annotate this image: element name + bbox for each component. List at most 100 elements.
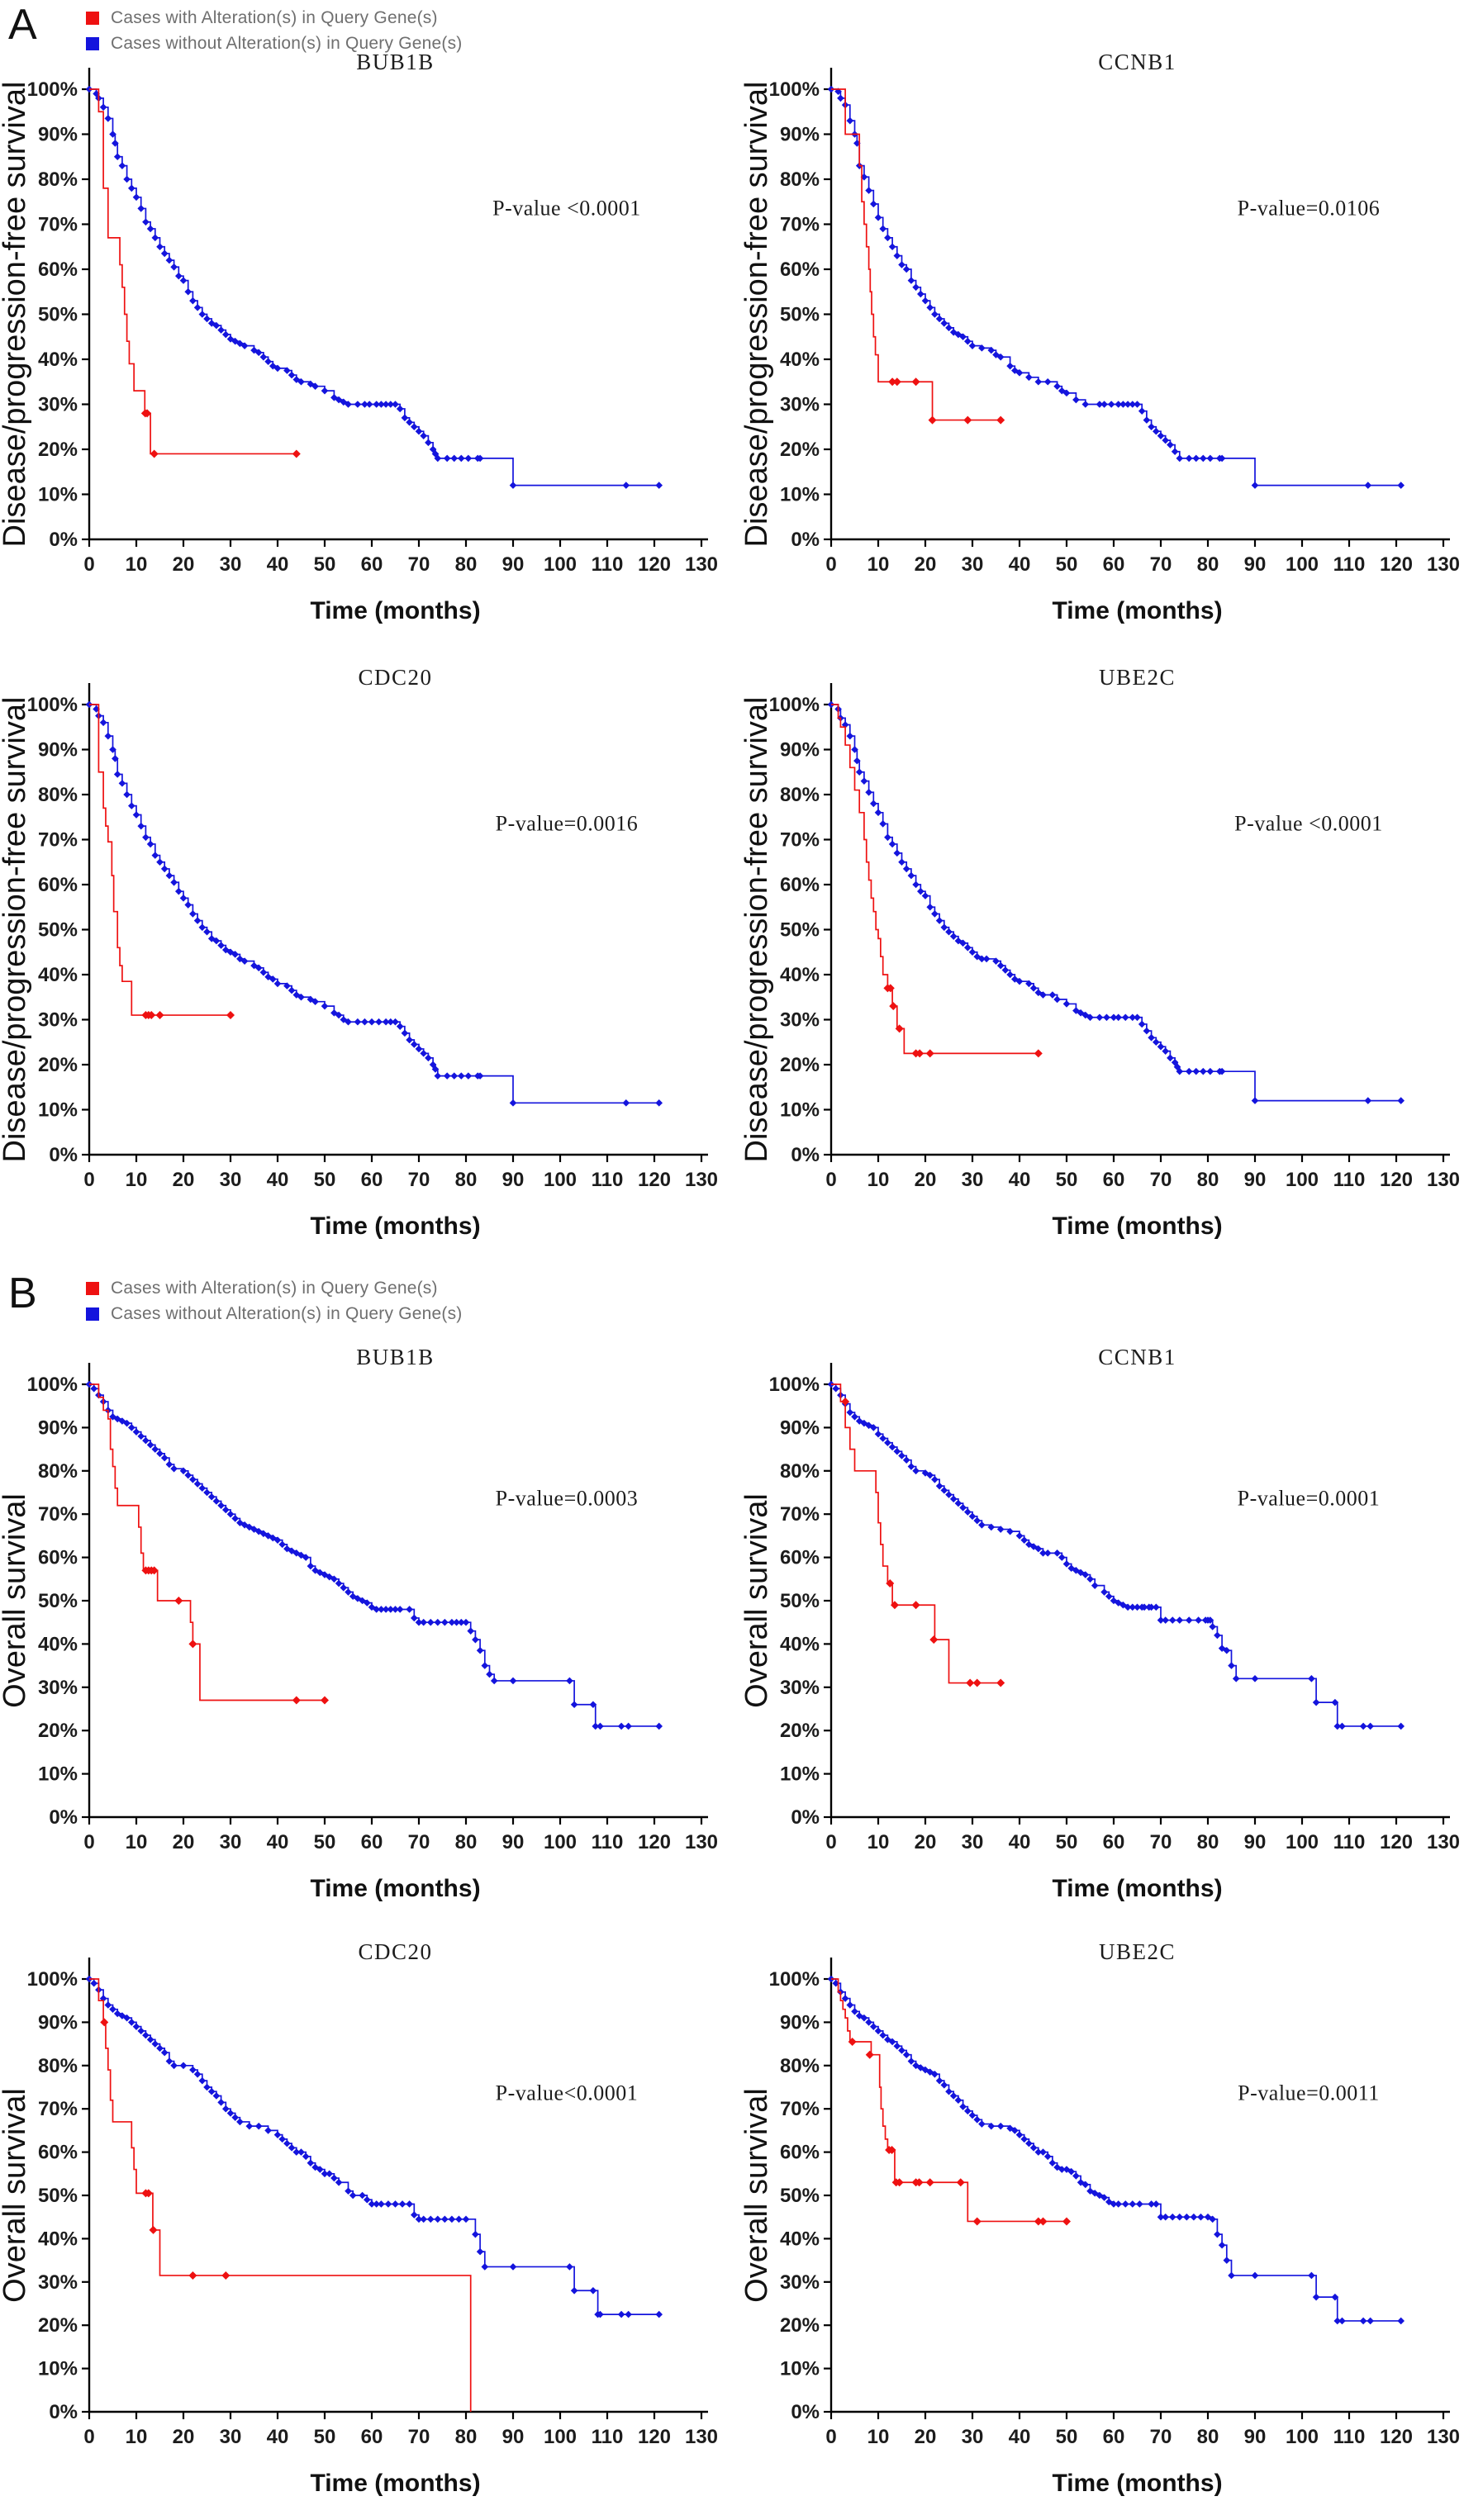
x-tick-label: 50	[1056, 2426, 1078, 2448]
y-tick-label: 90%	[780, 2011, 820, 2034]
axes: 0 10 20 30 40 50 60 70 80 90 100 110 120 130 0% 10% 20% 3…	[769, 683, 1460, 1191]
censor-marks	[883, 984, 1043, 1058]
x-tick-label: 20	[173, 1169, 195, 1191]
chart-title: BUB1B	[356, 50, 435, 74]
without-alteration-series	[85, 700, 663, 1107]
x-axis-label: Time (months)	[310, 1213, 480, 1240]
y-tick-label: 80%	[780, 168, 820, 191]
x-tick-label: 100	[1286, 1831, 1319, 1853]
x-tick-label: 70	[1150, 1169, 1172, 1191]
y-tick-label: 70%	[780, 829, 820, 852]
x-tick-label: 90	[1244, 2426, 1267, 2448]
x-axis-label: Time (months)	[310, 2470, 480, 2497]
legend-item-without-alteration: Cases without Alteration(s) in Query Gen…	[86, 1304, 462, 1324]
x-tick-label: 60	[1103, 2426, 1125, 2448]
y-tick-label: 60%	[38, 874, 78, 896]
x-tick-label: 80	[455, 2426, 478, 2448]
x-axis-label: Time (months)	[310, 1875, 480, 1902]
survival-step-line	[89, 1383, 659, 1727]
x-tick-label: 110	[592, 1169, 624, 1191]
x-tick-label: 120	[1380, 1831, 1413, 1853]
chart-title: CCNB1	[1098, 1345, 1176, 1369]
x-tick-label: 110	[1333, 1169, 1366, 1191]
x-tick-label: 100	[1286, 553, 1319, 576]
x-tick-label: 40	[1009, 2426, 1031, 2448]
survival-step-line	[831, 1383, 1001, 1684]
y-tick-label: 60%	[780, 2142, 820, 2164]
censor-marks	[85, 1380, 663, 1730]
y-tick-label: 0%	[49, 1144, 78, 1166]
x-tick-label: 10	[867, 1831, 890, 1853]
km-chart-svg-B-CDC20: 0 10 20 30 40 50 60 70 80 90 100 110 120 130 0% 10% 20% 3…	[0, 1939, 718, 2497]
survival-step-line	[831, 1978, 1067, 2223]
x-tick-label: 130	[1427, 553, 1460, 576]
without-alteration-series	[85, 1380, 663, 1730]
x-tick-label: 30	[962, 553, 984, 576]
without-alteration-series	[85, 1975, 663, 2318]
x-tick-label: 0	[83, 2426, 94, 2448]
y-tick-label: 20%	[780, 2314, 820, 2337]
y-tick-label: 60%	[780, 259, 820, 281]
y-tick-label: 80%	[38, 2055, 78, 2077]
x-tick-label: 70	[1150, 553, 1172, 576]
y-tick-label: 10%	[38, 484, 78, 506]
chart-title: CCNB1	[1098, 50, 1176, 74]
y-tick-label: 100%	[27, 1374, 78, 1396]
x-tick-label: 20	[915, 553, 937, 576]
y-tick-label: 100%	[27, 1968, 78, 1991]
km-plot-bub1b-dpfs: 0 10 20 30 40 50 60 70 80 90 100 110 120 130 0% 10% 20% 3…	[0, 33, 741, 648]
x-tick-label: 10	[126, 1169, 148, 1191]
chart-title: BUB1B	[356, 1345, 435, 1369]
legend-item-without-alteration: Cases without Alteration(s) in Query Gen…	[86, 34, 462, 54]
x-tick-label: 40	[1009, 553, 1031, 576]
x-tick-label: 0	[825, 553, 836, 576]
x-tick-label: 0	[825, 1169, 836, 1191]
legend-label: Cases with Alteration(s) in Query Gene(s…	[111, 8, 438, 27]
y-tick-label: 50%	[38, 304, 78, 326]
legend-label: Cases with Alteration(s) in Query Gene(s…	[111, 1279, 438, 1298]
x-tick-label: 60	[1103, 1831, 1125, 1853]
x-tick-label: 90	[1244, 553, 1267, 576]
y-axis-label: Overall survival	[0, 2088, 32, 2303]
without-alteration-series	[827, 1975, 1405, 2325]
y-tick-label: 100%	[769, 694, 820, 716]
legend-swatch-blue	[86, 1307, 99, 1321]
legend-swatch-blue	[86, 37, 99, 50]
km-plot-ccnb1-os: 0 10 20 30 40 50 60 70 80 90 100 110 120 130 0% 10% 20% 3…	[742, 1328, 1483, 1923]
x-tick-label: 120	[638, 2426, 671, 2448]
x-tick-label: 30	[220, 1831, 242, 1853]
y-tick-label: 10%	[780, 1099, 820, 1122]
y-tick-label: 20%	[780, 1054, 820, 1076]
y-tick-label: 20%	[38, 2314, 78, 2337]
km-plot-bub1b-os: 0 10 20 30 40 50 60 70 80 90 100 110 120 130 0% 10% 20% 3…	[0, 1328, 741, 1923]
x-tick-label: 10	[867, 553, 890, 576]
y-tick-label: 20%	[780, 1720, 820, 1742]
with-alteration-series	[89, 1383, 329, 1705]
censor-marks	[841, 1397, 1005, 1687]
legend-swatch-red	[86, 1282, 99, 1295]
survival-step-line	[831, 1978, 1401, 2322]
x-tick-label: 0	[825, 2426, 836, 2448]
y-tick-label: 60%	[38, 259, 78, 281]
y-tick-label: 30%	[38, 2271, 78, 2294]
x-tick-label: 110	[1333, 553, 1366, 576]
with-alteration-series	[89, 704, 235, 1020]
x-tick-label: 10	[867, 1169, 890, 1191]
axes: 0 10 20 30 40 50 60 70 80 90 100 110 120 130 0% 10% 20% 3…	[27, 1958, 718, 2448]
x-tick-label: 80	[1197, 553, 1219, 576]
x-tick-label: 100	[1286, 2426, 1319, 2448]
y-tick-label: 70%	[38, 2098, 78, 2120]
y-tick-label: 60%	[38, 1547, 78, 1569]
survival-step-line	[89, 704, 231, 1016]
axis-lines	[88, 683, 708, 1156]
x-tick-label: 70	[1150, 1831, 1172, 1853]
x-tick-label: 130	[1427, 2426, 1460, 2448]
y-tick-label: 90%	[780, 124, 820, 146]
x-tick-label: 70	[408, 2426, 430, 2448]
y-tick-label: 50%	[38, 1590, 78, 1612]
y-tick-label: 30%	[780, 1009, 820, 1032]
p-value-label: P-value=0.0016	[496, 812, 639, 836]
y-tick-label: 60%	[780, 1547, 820, 1569]
y-axis-label: Overall survival	[742, 2088, 774, 2303]
x-tick-label: 20	[915, 1169, 937, 1191]
